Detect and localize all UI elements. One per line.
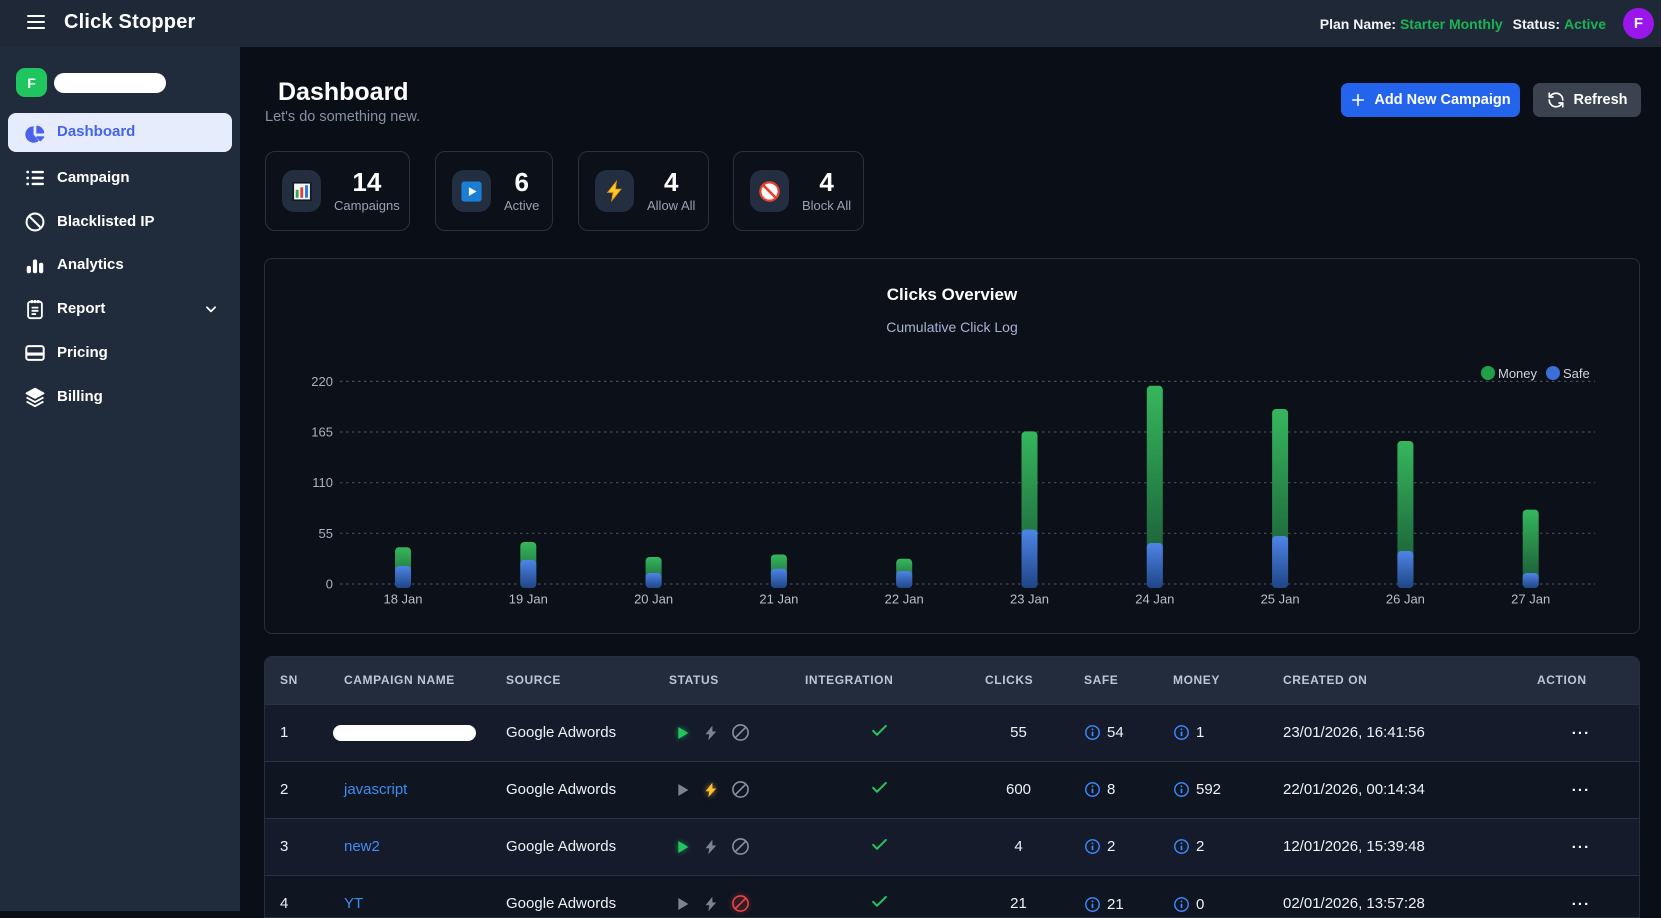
- svg-text:20 Jan: 20 Jan: [634, 592, 673, 607]
- svg-text:23 Jan: 23 Jan: [1010, 592, 1049, 607]
- svg-text:24 Jan: 24 Jan: [1135, 592, 1174, 607]
- svg-text:27 Jan: 27 Jan: [1511, 592, 1550, 607]
- svg-text:Safe: Safe: [1563, 366, 1590, 381]
- svg-text:165: 165: [311, 425, 333, 440]
- svg-text:55: 55: [319, 526, 333, 541]
- svg-text:21 Jan: 21 Jan: [759, 592, 798, 607]
- svg-text:220: 220: [311, 374, 333, 389]
- svg-text:19 Jan: 19 Jan: [509, 592, 548, 607]
- svg-text:Money: Money: [1498, 366, 1538, 381]
- svg-text:110: 110: [312, 475, 333, 490]
- svg-text:0: 0: [326, 577, 333, 592]
- svg-text:26 Jan: 26 Jan: [1386, 592, 1425, 607]
- svg-text:25 Jan: 25 Jan: [1261, 592, 1300, 607]
- svg-text:18 Jan: 18 Jan: [383, 592, 422, 607]
- svg-text:22 Jan: 22 Jan: [885, 592, 924, 607]
